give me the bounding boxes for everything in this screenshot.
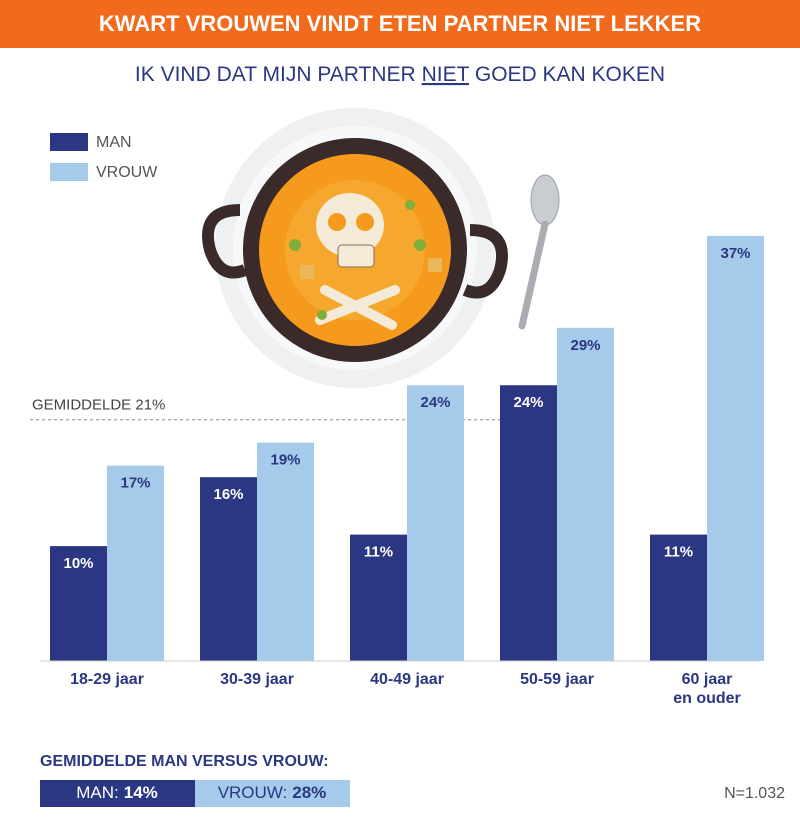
bar xyxy=(500,385,557,661)
bar xyxy=(557,327,614,661)
summary-item: MAN: 14% xyxy=(76,783,158,802)
bar xyxy=(257,442,314,661)
value-label: 24% xyxy=(420,394,450,411)
value-label: 29% xyxy=(570,337,600,354)
sample-size: N=1.032 xyxy=(724,785,785,802)
legend-swatch xyxy=(50,133,88,151)
bar xyxy=(707,235,764,661)
bar xyxy=(50,546,107,661)
legend-swatch xyxy=(50,163,88,181)
bar xyxy=(200,477,257,661)
summary-value: 28% xyxy=(292,783,326,802)
x-tick-label: 30-39 jaar xyxy=(220,671,294,688)
summary-label: VROUW: xyxy=(218,783,288,802)
chart-subtitle: IK VIND DAT MIJN PARTNER NIET GOED KAN K… xyxy=(135,63,665,86)
subtitle-part: GOED KAN KOKEN xyxy=(469,63,665,86)
value-label: 16% xyxy=(213,486,243,503)
title-bar xyxy=(0,0,800,48)
summary-value: 14% xyxy=(124,783,158,802)
value-label: 10% xyxy=(63,555,93,572)
x-tick-line: 60 jaar xyxy=(682,671,733,688)
x-tick-label: 40-49 jaar xyxy=(370,671,444,688)
legend-label: VROUW xyxy=(96,164,158,181)
value-label: 11% xyxy=(364,544,393,561)
subtitle-emphasis: NIET xyxy=(422,63,470,86)
bar xyxy=(107,465,164,661)
x-tick-label: 18-29 jaar xyxy=(70,671,144,688)
value-label: 19% xyxy=(270,452,300,469)
legend-label: MAN xyxy=(96,134,132,151)
x-tick-label: 60 jaar en ouder xyxy=(673,671,741,707)
bar xyxy=(350,534,407,661)
chart-title: KWART VROUWEN VINDT ETEN PARTNER NIET LE… xyxy=(99,11,701,36)
reference-label: GEMIDDELDE 21% xyxy=(32,397,165,414)
value-label: 17% xyxy=(120,475,150,492)
value-label: 11% xyxy=(664,544,693,561)
summary-box xyxy=(195,780,350,807)
bar xyxy=(407,385,464,661)
summary-label: MAN: xyxy=(76,783,119,802)
x-tick-label: 50-59 jaar xyxy=(520,671,594,688)
summary-title: GEMIDDELDE MAN VERSUS VROUW: xyxy=(40,753,329,770)
value-label: 24% xyxy=(513,394,543,411)
illustration xyxy=(202,108,560,388)
value-label: 37% xyxy=(720,245,750,262)
bar xyxy=(650,534,707,661)
summary-box xyxy=(40,780,195,807)
x-tick-line: en ouder xyxy=(673,690,741,707)
subtitle-part: IK VIND DAT MIJN PARTNER xyxy=(135,63,422,86)
summary-item: VROUW: 28% xyxy=(218,783,327,802)
